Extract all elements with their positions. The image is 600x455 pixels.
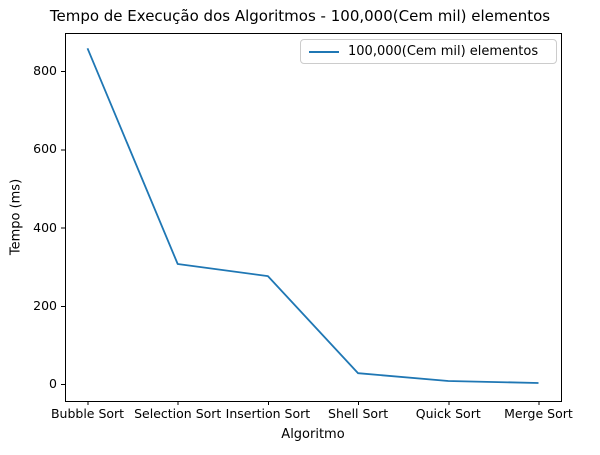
- y-tick-label: 0: [49, 376, 57, 392]
- chart-title: Tempo de Execução dos Algoritmos - 100,0…: [49, 7, 551, 25]
- legend-line-sample: [309, 50, 339, 53]
- data-line: [86, 47, 539, 384]
- y-tick-label: 400: [33, 219, 57, 235]
- x-tick-label: Shell Sort: [328, 406, 389, 421]
- y-tick-label: 600: [33, 141, 57, 157]
- x-tick-label: Bubble Sort: [50, 406, 125, 421]
- y-axis-label: Tempo (ms): [8, 178, 24, 256]
- y-tick-label: 800: [33, 62, 57, 78]
- x-tick-label: Quick Sort: [415, 406, 481, 421]
- x-axis-label: Algoritmo: [281, 427, 345, 442]
- legend: 100,000(Cem mil) elementos: [300, 39, 557, 64]
- x-tick-label: Insertion Sort: [225, 406, 311, 421]
- legend-label: 100,000(Cem mil) elementos: [348, 44, 539, 59]
- y-tick-label: 200: [33, 297, 57, 313]
- x-tick-label: Merge Sort: [504, 406, 573, 421]
- axes-spines: [65, 33, 562, 402]
- x-tick-label: Selection Sort: [134, 406, 222, 421]
